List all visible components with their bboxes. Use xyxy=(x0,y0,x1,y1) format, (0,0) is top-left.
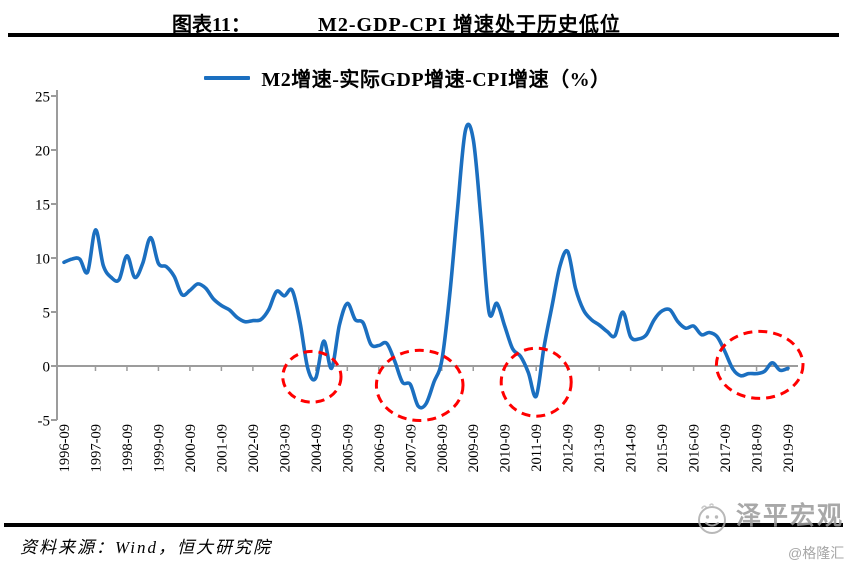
watermark: 泽平宏观 xyxy=(692,502,844,538)
low-point-annotation-circle xyxy=(499,346,573,418)
x-axis-tick-label: 2015-09 xyxy=(655,424,671,472)
x-axis-tick-label: 2018-09 xyxy=(750,424,766,472)
m2-gdp-cpi-series-line xyxy=(62,122,790,410)
footer-divider-line xyxy=(4,523,843,527)
figure-number-label: 图表11： xyxy=(172,14,251,36)
y-axis-tick-label: 20 xyxy=(35,144,50,160)
data-source-note: 资料来源：Wind，恒大研究院 xyxy=(20,538,272,557)
x-axis-tick-label: 2019-09 xyxy=(781,424,797,472)
y-axis-tick-label: 15 xyxy=(35,198,50,214)
figure-title: M2-GDP-CPI 增速处于历史低位 xyxy=(318,14,621,36)
x-axis-tick-label: 2005-09 xyxy=(340,424,356,472)
x-axis-tick-label: 2007-09 xyxy=(403,424,419,472)
y-axis-tick-label: -5 xyxy=(38,414,51,430)
x-axis-tick-label: 2008-09 xyxy=(435,424,451,472)
y-axis-tick-label: 10 xyxy=(35,252,50,268)
chart-legend: M2增速-实际GDP增速-CPI增速（%） xyxy=(0,63,831,92)
x-axis-tick-label: 2009-09 xyxy=(466,424,482,472)
x-axis-tick-label: 2003-09 xyxy=(277,424,293,472)
x-axis-tick-label: 2010-09 xyxy=(498,424,514,472)
x-axis-tick-label: 1999-09 xyxy=(151,424,167,472)
x-axis-tick-label: 2002-09 xyxy=(246,424,262,472)
figure-header: 图表11： M2-GDP-CPI 增速处于历史低位 xyxy=(0,6,847,36)
low-point-annotation-circle xyxy=(714,329,805,400)
x-axis-tick-label: 2000-09 xyxy=(183,424,199,472)
x-axis-tick-label: 2004-09 xyxy=(309,424,325,472)
x-axis-tick-label: 2012-09 xyxy=(561,424,577,472)
low-point-annotation-circle xyxy=(374,348,465,422)
x-axis-tick-label: 1997-09 xyxy=(88,424,104,472)
x-axis-tick-label: 2013-09 xyxy=(592,424,608,472)
x-axis-tick-label: 2011-09 xyxy=(529,424,545,472)
watermark-handle-text: @格隆汇 xyxy=(788,545,845,561)
y-axis-tick-label: 5 xyxy=(43,306,51,322)
x-axis-tick-label: 1998-09 xyxy=(120,424,136,472)
legend-line-swatch xyxy=(204,75,251,80)
y-axis-tick-label: 0 xyxy=(43,360,51,376)
x-axis-tick-label: 2006-09 xyxy=(372,424,388,472)
low-point-annotation-circle xyxy=(281,349,343,404)
x-axis-tick-label: 2017-09 xyxy=(718,424,734,472)
watermark-brand-text: 泽平宏观 xyxy=(736,503,845,530)
x-axis-tick-label: 2014-09 xyxy=(624,424,640,472)
smiley-face-icon xyxy=(698,503,726,534)
x-axis-tick-label: 2016-09 xyxy=(687,424,703,472)
y-axis-tick-label: 25 xyxy=(35,90,50,106)
x-axis-tick-label: 2001-09 xyxy=(214,424,230,472)
legend-series-label: M2增速-实际GDP增速-CPI增速（%） xyxy=(261,69,611,91)
title-divider-line xyxy=(8,33,839,37)
x-axis-tick-label: 1996-09 xyxy=(57,424,73,472)
